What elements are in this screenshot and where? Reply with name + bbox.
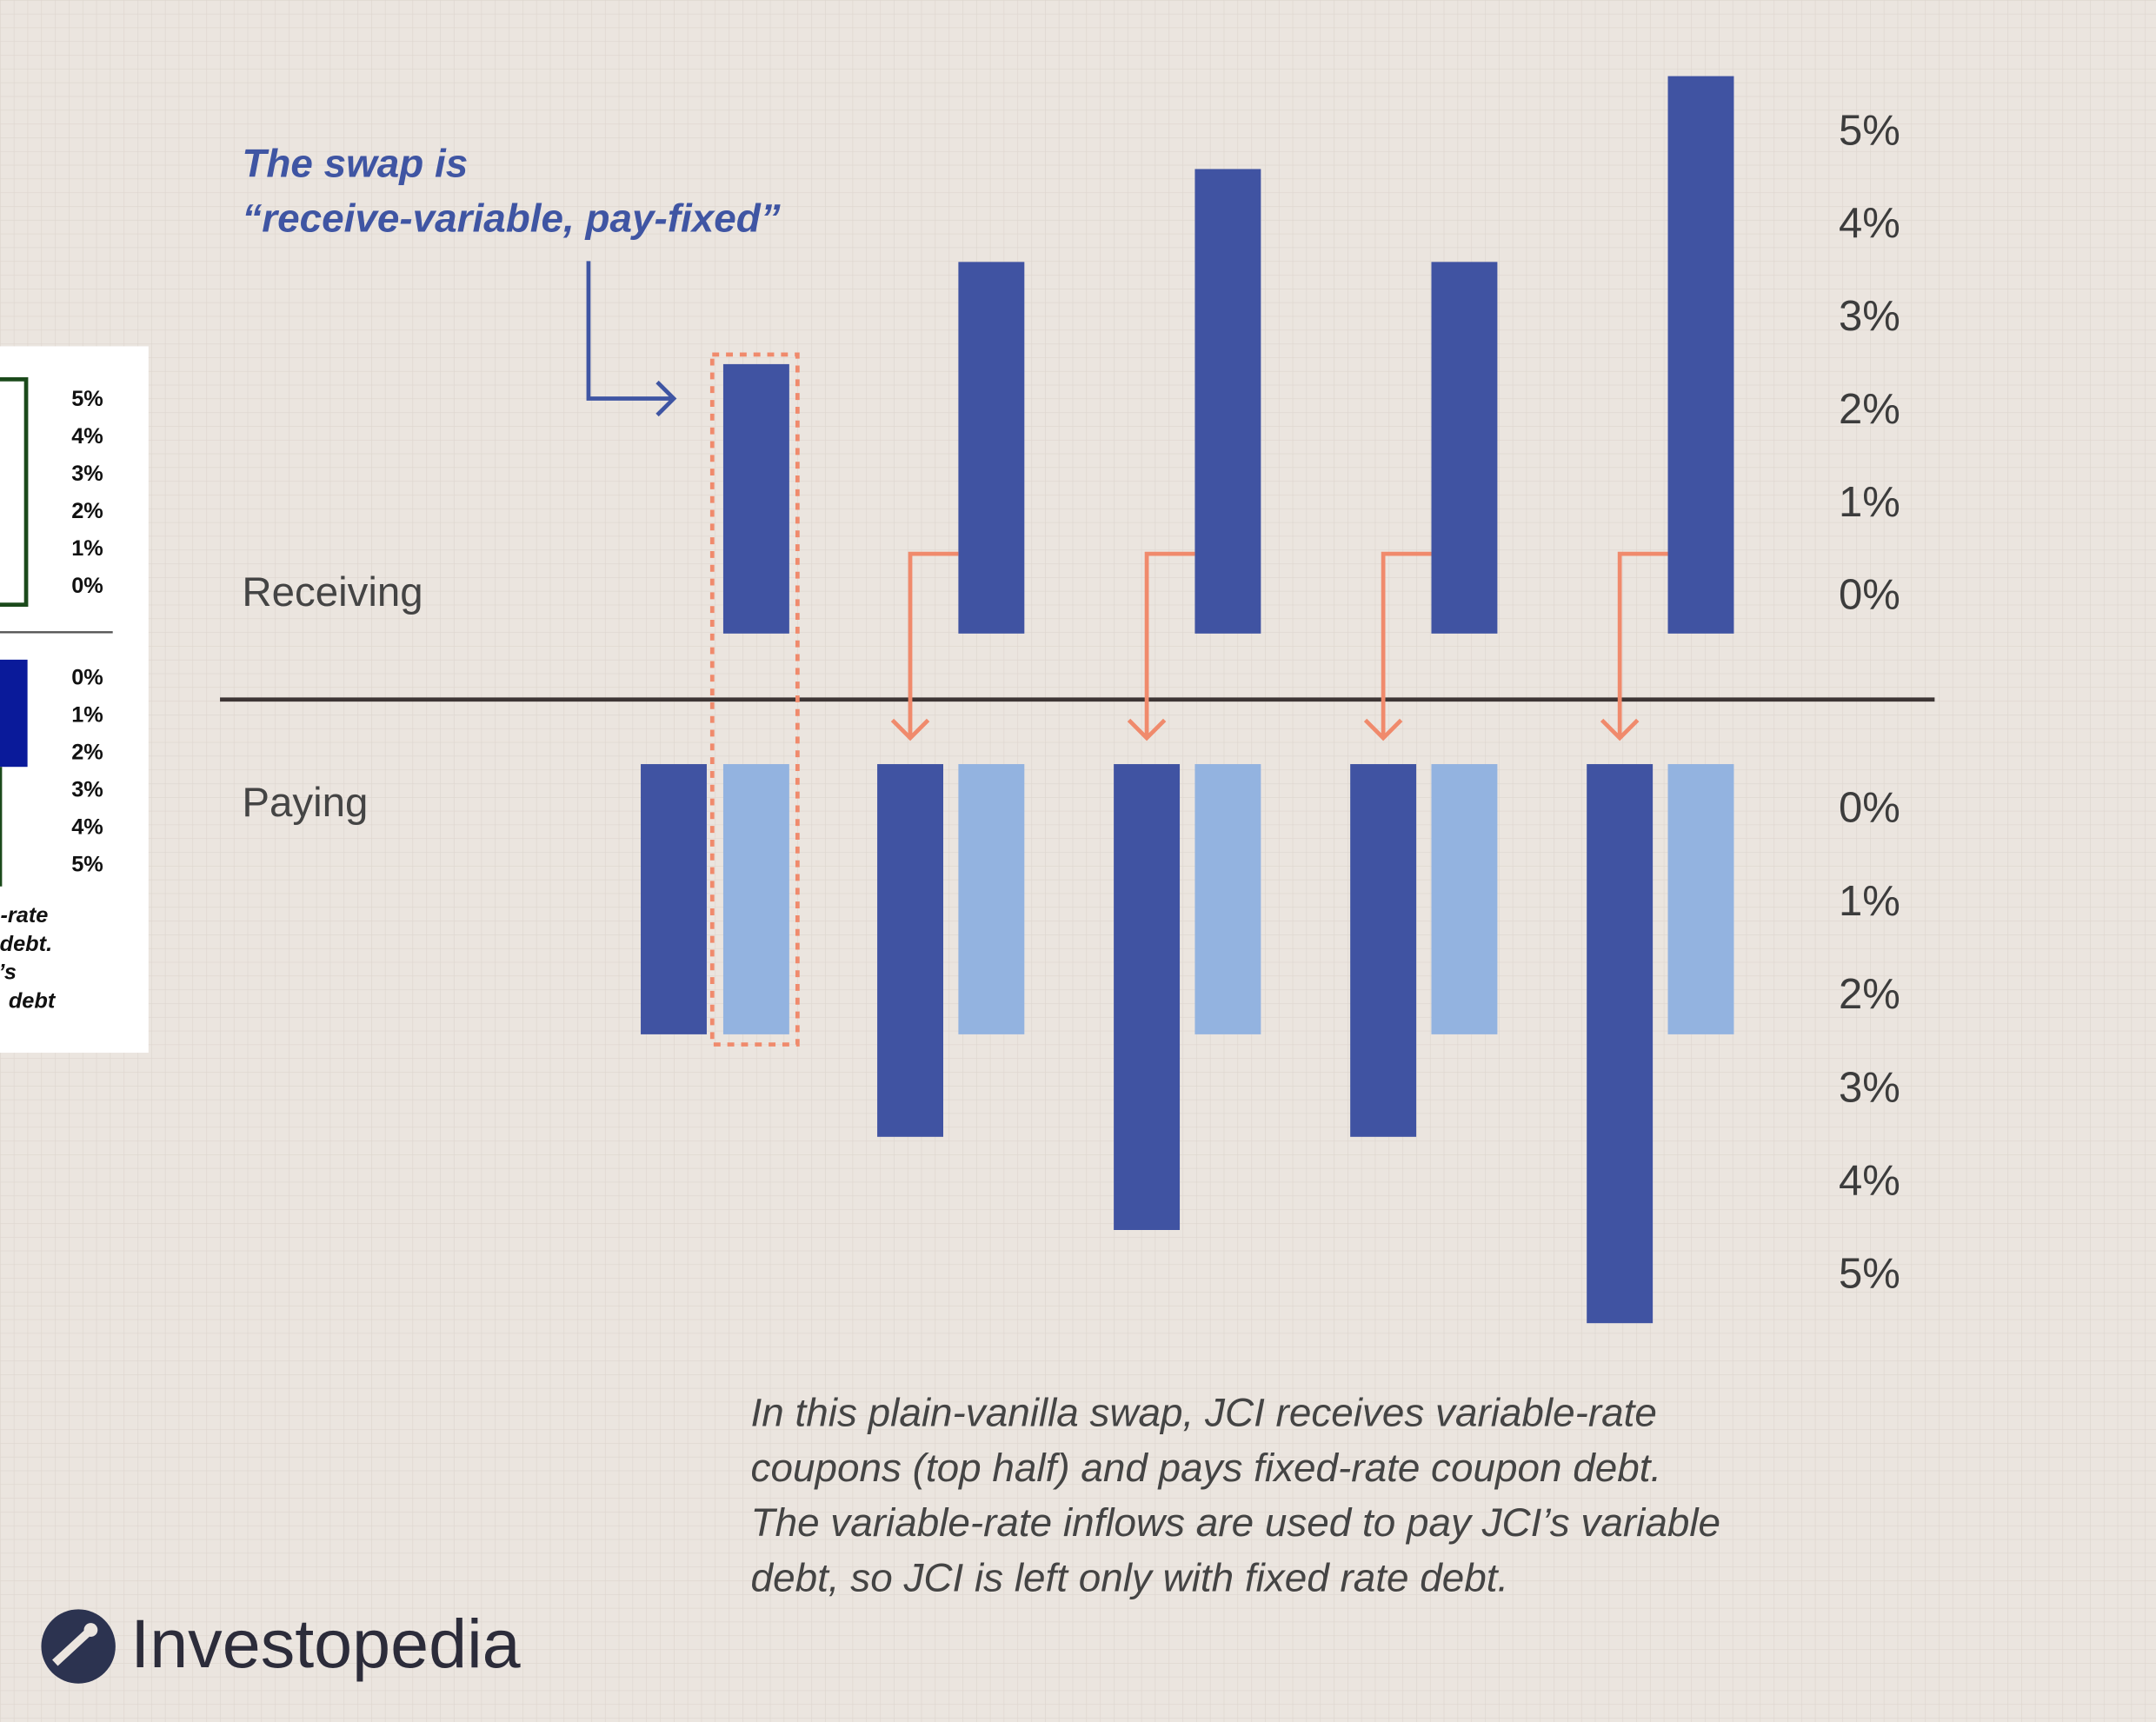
connector-arrow (890, 551, 959, 741)
bar (722, 764, 789, 1034)
logo-text: Investopedia (130, 1605, 520, 1682)
y-tick-label: 2% (1839, 971, 1900, 1018)
inset-bar-outline (0, 376, 29, 608)
logo-icon (83, 1623, 98, 1637)
connector-arrow (1127, 551, 1195, 741)
inset-tick-label: 1% (71, 536, 103, 561)
inset-tick-label: 3% (71, 462, 103, 486)
bar (958, 262, 1025, 634)
inset-tick-label: 0% (71, 666, 103, 690)
annotation-arrow (586, 261, 677, 417)
panel-label: Receiving (242, 569, 423, 615)
inset-tick-label: 4% (71, 424, 103, 449)
bar (877, 764, 943, 1137)
bar (1114, 764, 1181, 1230)
y-tick-label: 1% (1839, 878, 1900, 925)
inset-tick-label: 1% (71, 703, 103, 728)
annotation: The swap is (242, 140, 468, 185)
caption: debt, so JCI is left only with fixed rat… (751, 1554, 1509, 1599)
connector-arrow (1363, 551, 1432, 741)
inset-bar (0, 659, 28, 768)
inset-tick-label: 2% (71, 741, 103, 765)
caption: coupons (top half) and pays fixed-rate c… (751, 1445, 1662, 1490)
marks: 0% 1% 2% 3% 4% 5% 0% 1% 2% 3% 4% 5% 5% 4% 3% 2% 1% 0% 0% 1%… (0, 76, 1900, 1324)
y-tick-label: 0% (1839, 572, 1900, 619)
inset-tick-label: 2% (71, 499, 103, 523)
bar (1431, 764, 1498, 1034)
y-tick-label: 4% (1839, 1158, 1900, 1205)
logo-icon (52, 1626, 94, 1666)
inset-tick-label: 5% (71, 387, 103, 411)
inset-note: debt (9, 988, 57, 1013)
bar (958, 764, 1025, 1034)
connector-arrow (1600, 551, 1668, 741)
y-tick-label: 2% (1839, 386, 1900, 433)
inset-tick-label: 3% (71, 778, 103, 802)
bar (722, 363, 789, 634)
bar (1194, 764, 1261, 1034)
bar (641, 764, 707, 1034)
bar (1667, 764, 1734, 1034)
inset-note: debt. (0, 932, 52, 956)
inset-tick-label: 5% (71, 853, 103, 877)
panel-label: Paying (242, 780, 368, 826)
y-tick-label: 3% (1839, 1064, 1900, 1111)
y-tick-label: 4% (1839, 200, 1900, 247)
caption: The variable-rate inflows are used to pa… (751, 1499, 1720, 1545)
inset-note: ’s (0, 961, 17, 985)
bar (1350, 764, 1417, 1137)
bar (1667, 76, 1734, 634)
inset-tick-label: 0% (71, 574, 103, 598)
bar (1431, 262, 1498, 634)
inset-note: -rate (1, 903, 49, 927)
caption: In this plain-vanilla swap, JCI receives… (751, 1390, 1657, 1435)
y-tick-label: 5% (1839, 107, 1900, 154)
y-tick-label: 5% (1839, 1251, 1900, 1298)
bar (1587, 764, 1654, 1324)
inset-tick-label: 4% (71, 815, 103, 840)
y-tick-label: 0% (1839, 785, 1900, 832)
annotation: “receive-variable, pay-fixed” (242, 196, 780, 241)
highlight-box (709, 352, 800, 1047)
y-tick-label: 1% (1839, 479, 1900, 526)
y-tick-label: 3% (1839, 293, 1900, 340)
bar (1194, 169, 1261, 634)
